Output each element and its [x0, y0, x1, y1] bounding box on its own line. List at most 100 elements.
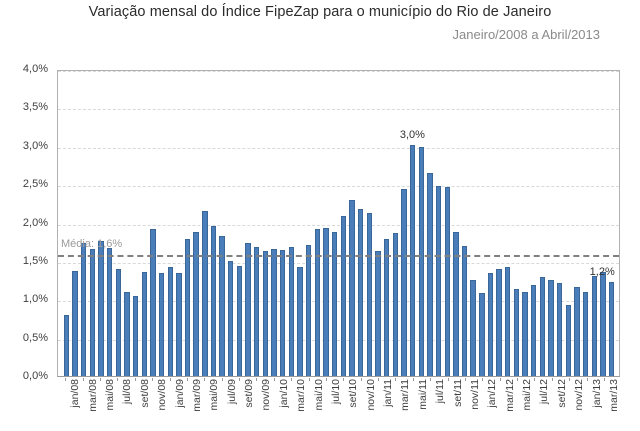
x-axis-slot [417, 378, 426, 431]
bar-slot [235, 71, 244, 376]
bar-slot [322, 71, 331, 376]
bar-slot [400, 71, 409, 376]
x-axis-slot: jul/08 [113, 378, 133, 431]
bar [63, 314, 69, 376]
bar [80, 243, 87, 376]
bar [409, 144, 416, 376]
x-axis-slot [226, 378, 235, 431]
x-axis-slot [157, 378, 166, 431]
x-axis-slot [504, 378, 513, 431]
x-axis-slot: jul/11 [426, 378, 446, 431]
x-axis-slot [122, 378, 131, 431]
bar [271, 249, 277, 376]
gridline [58, 186, 619, 188]
x-axis-slot [296, 378, 305, 431]
x-axis-slot [521, 378, 530, 431]
bar-slot [581, 71, 590, 376]
bar-slot [88, 71, 97, 376]
bar [132, 296, 139, 376]
bar-slot [599, 71, 608, 376]
x-axis-slot [539, 378, 548, 431]
x-axis-tick-mark [395, 378, 397, 381]
x-axis-tick-mark [256, 378, 258, 381]
peak-value-label: 3,0% [399, 128, 425, 141]
bar-slot [503, 71, 512, 376]
bar [591, 276, 598, 376]
gridline [58, 109, 619, 111]
bar-slot [512, 71, 521, 376]
bar-series [58, 71, 619, 376]
bar [375, 250, 381, 376]
bar [565, 305, 572, 376]
x-axis-tick-mark [360, 378, 362, 381]
x-axis-tick-mark [325, 378, 327, 381]
x-axis-tick-mark [273, 378, 275, 381]
x-axis-slot: jul/09 [217, 378, 238, 431]
bar-slot [374, 71, 383, 376]
bar [496, 268, 502, 376]
x-axis-slot [243, 378, 252, 431]
bar-slot [555, 71, 564, 376]
bar-slot [434, 71, 443, 376]
bar [600, 272, 606, 376]
bar [202, 211, 208, 376]
bar [236, 266, 243, 376]
x-axis-tick-mark [221, 378, 223, 381]
x-axis-tick-mark [586, 378, 588, 381]
bar-slot [443, 71, 452, 376]
bar-slot [131, 71, 140, 376]
x-axis-tick-mark [100, 378, 102, 381]
x-axis-slot [330, 378, 339, 431]
x-axis-slot: nov/10 [356, 378, 377, 431]
x-axis-tick-mark [308, 378, 310, 381]
bar [219, 235, 225, 376]
bar-slot [426, 71, 435, 376]
bar-slot [201, 71, 210, 376]
x-axis-slot: jul/10 [322, 378, 342, 431]
chart-subtitle: Janeiro/2008 a Abril/2013 [452, 27, 600, 42]
x-axis-tick-mark [204, 378, 206, 381]
x-axis-slot: mai/08 [96, 378, 116, 431]
gridline [58, 262, 619, 264]
chart-title: Variação mensal do Índice FipeZap para o… [88, 4, 552, 20]
bar-slot [218, 71, 227, 376]
x-axis-slot [382, 378, 391, 431]
x-axis-slot: mar/10 [287, 378, 307, 431]
bar-slot [538, 71, 547, 376]
y-axis-tick-label: 1,5% [22, 254, 48, 267]
y-axis-tick-label: 2,5% [22, 178, 48, 191]
x-axis-slot: mar/13 [600, 378, 620, 431]
bar-slot [287, 71, 296, 376]
bar [314, 229, 321, 376]
x-axis-slot [469, 378, 478, 431]
bar-slot [252, 71, 261, 376]
x-axis-tick-mark [603, 378, 605, 381]
x-axis-slot: jan/11 [374, 378, 394, 431]
bar-slot [356, 71, 365, 376]
bar-slot [330, 71, 339, 376]
y-axis-tick-label: 2,0% [22, 216, 48, 229]
bar-slot [573, 71, 582, 376]
bar-slot [469, 71, 478, 376]
bar [557, 283, 563, 376]
bar [115, 268, 121, 376]
bar [288, 247, 295, 376]
bar [306, 244, 312, 376]
bar [418, 146, 424, 376]
x-axis-slot: mai/10 [304, 378, 325, 431]
bar [98, 240, 104, 376]
bar [531, 284, 537, 376]
x-axis-tick-mark [117, 378, 119, 381]
gridline [58, 339, 619, 341]
x-axis-slot: mai/09 [200, 378, 220, 431]
x-axis-slot: set/08 [131, 378, 151, 431]
bar [583, 291, 589, 376]
bar-slot [339, 71, 348, 376]
bar [401, 188, 407, 376]
bar-slot [304, 71, 313, 376]
bar [331, 232, 338, 376]
x-axis-tick-mark [378, 378, 380, 381]
bar-slot [183, 71, 192, 376]
bar [444, 187, 450, 376]
x-axis-slot [608, 378, 617, 431]
